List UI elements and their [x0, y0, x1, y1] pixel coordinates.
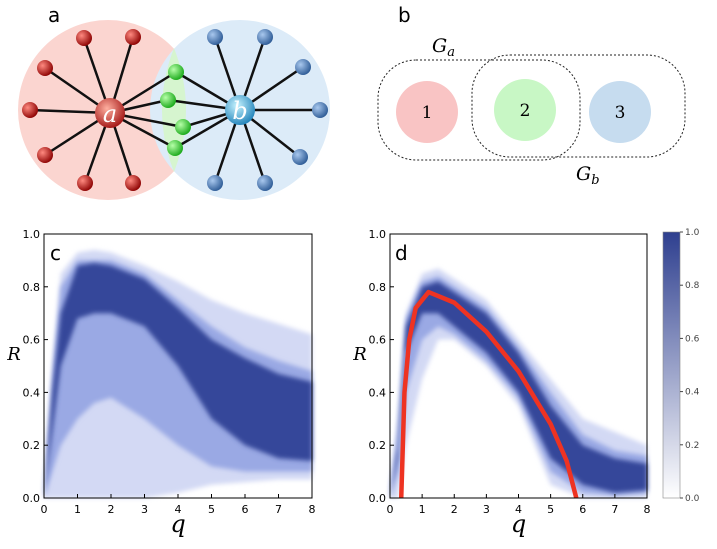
y-axis-label: R: [6, 344, 21, 365]
group-symbol: G: [432, 35, 447, 57]
hub: [95, 98, 125, 128]
x-axis-label: q: [511, 510, 526, 538]
hub-label: a: [103, 100, 117, 128]
hub-label: b: [232, 97, 247, 125]
node: [167, 140, 183, 156]
node: [175, 119, 191, 135]
node: [37, 147, 53, 163]
overlap: [162, 48, 186, 172]
x-tick-label: 6: [242, 503, 249, 516]
y-tick-label: 0.2: [369, 439, 387, 452]
x-tick-label: 0: [41, 503, 48, 516]
theory-curve: [398, 289, 579, 499]
x-axis-label: q: [170, 510, 185, 538]
panel-label: c: [50, 241, 61, 265]
set-node: [589, 81, 651, 143]
x-tick-label: 2: [451, 503, 458, 516]
x-tick-label: 6: [579, 503, 586, 516]
group-subscript: a: [447, 45, 455, 60]
y-tick-label: 0.4: [369, 386, 387, 399]
x-tick-label: 7: [611, 503, 618, 516]
y-tick-label: 0.6: [369, 334, 387, 347]
node: [125, 29, 141, 45]
x-tick-label: 3: [141, 503, 148, 516]
density-band: [390, 281, 647, 498]
node: [76, 30, 92, 46]
x-tick-label: 4: [175, 503, 182, 516]
y-tick-label: 0.4: [23, 386, 41, 399]
set-node: [396, 81, 458, 143]
y-tick-label: 0.6: [23, 334, 41, 347]
node: [160, 92, 176, 108]
node-label: 1: [422, 103, 433, 123]
x-tick-label: 8: [644, 503, 651, 516]
node: [207, 29, 223, 45]
node: [207, 175, 223, 191]
density-band: [44, 263, 312, 498]
y-tick-label: 0.8: [369, 281, 387, 294]
y-axis-label: R: [352, 344, 367, 365]
node: [77, 175, 93, 191]
x-tick-label: 1: [74, 503, 81, 516]
x-tick-label: 3: [483, 503, 490, 516]
set-node: [494, 79, 556, 141]
x-tick-label: 5: [208, 503, 215, 516]
panel-label: d: [395, 241, 408, 265]
y-tick-label: 0.0: [369, 492, 387, 505]
y-tick-label: 0.0: [23, 492, 41, 505]
group-outline: [471, 54, 686, 158]
x-tick-label: 5: [547, 503, 554, 516]
group-subscript: b: [591, 173, 599, 188]
set-diagram: 1 2 3 Ga Gb: [377, 35, 686, 188]
x-tick-label: 8: [309, 503, 316, 516]
group-symbol: G: [576, 163, 591, 185]
node: [257, 175, 273, 191]
group-label: Ga: [432, 35, 455, 60]
y-tick-label: 0.2: [23, 439, 41, 452]
node: [292, 149, 308, 165]
y-tick-label: 1.0: [23, 228, 41, 241]
x-tick-label: 0: [387, 503, 394, 516]
node: [168, 64, 184, 80]
colorbar: [662, 231, 681, 499]
x-tick-label: 2: [108, 503, 115, 516]
group-label: Gb: [576, 163, 600, 188]
group-outline: [377, 59, 581, 161]
x-tick-label: 1: [419, 503, 426, 516]
plot: [390, 268, 647, 499]
colorbar-tick-label: 1.0: [685, 228, 700, 238]
panel-label: a: [48, 3, 60, 27]
colorbar-tick-label: 0.6: [685, 334, 700, 344]
node-label: 3: [615, 103, 626, 123]
y-tick-label: 1.0: [369, 228, 387, 241]
node-label: 2: [520, 101, 531, 121]
plot: [44, 249, 312, 498]
colorbar-tick-label: 0.8: [685, 281, 700, 291]
colorbar-tick-label: 0.0: [685, 494, 700, 504]
panel-label: b: [398, 3, 411, 27]
x-tick-label: 4: [515, 503, 522, 516]
colorbar-tick-label: 0.4: [685, 388, 700, 398]
hub: [225, 95, 255, 125]
colorbar-tick-label: 0.2: [685, 441, 699, 451]
x-tick-label: 7: [275, 503, 282, 516]
node: [257, 29, 273, 45]
node: [125, 175, 141, 191]
node: [295, 59, 311, 75]
node: [312, 102, 328, 118]
node: [22, 102, 38, 118]
node: [37, 60, 53, 76]
y-tick-label: 0.8: [23, 281, 41, 294]
